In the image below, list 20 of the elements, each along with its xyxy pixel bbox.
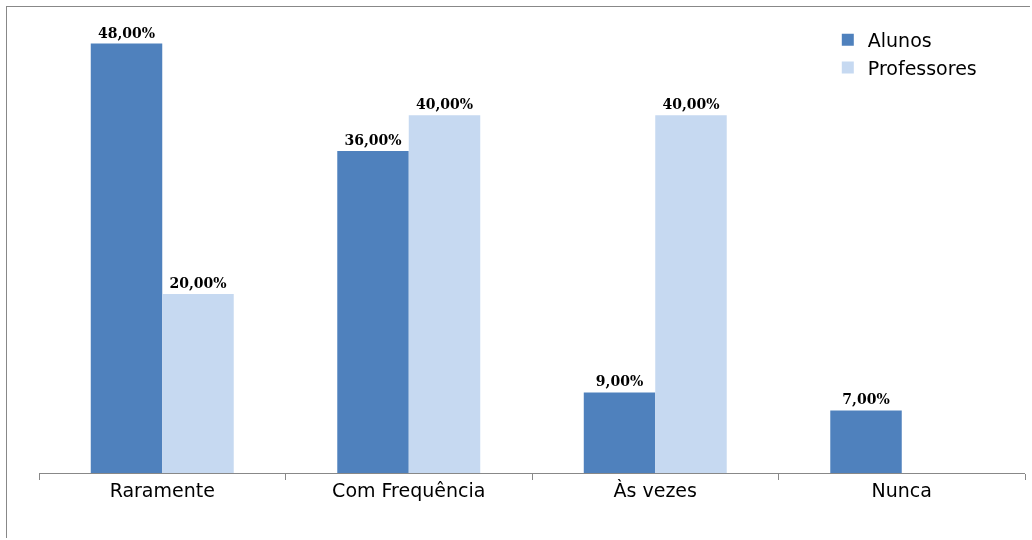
x-tick-label: Nunca	[871, 478, 932, 501]
data-label: 40,00%	[415, 96, 474, 113]
bar	[408, 115, 481, 473]
bar	[90, 43, 163, 473]
data-label: 40,00%	[662, 96, 720, 113]
data-label: 9,00%	[595, 373, 644, 390]
legend-label: Alunos	[867, 29, 932, 52]
x-tick-label: Com Frequência	[332, 478, 486, 501]
x-tick-label: Raramente	[109, 478, 215, 501]
bar	[655, 115, 727, 473]
bar	[337, 150, 409, 473]
data-label: 20,00%	[169, 275, 227, 292]
bar	[162, 294, 234, 473]
x-tick-label: Às vezes	[613, 478, 697, 501]
bar	[830, 410, 902, 473]
legend-label: Professores	[867, 56, 977, 79]
bar	[583, 392, 656, 473]
data-label: 48,00%	[97, 24, 156, 41]
data-label: 7,00%	[842, 391, 890, 408]
data-label: 36,00%	[344, 131, 402, 148]
